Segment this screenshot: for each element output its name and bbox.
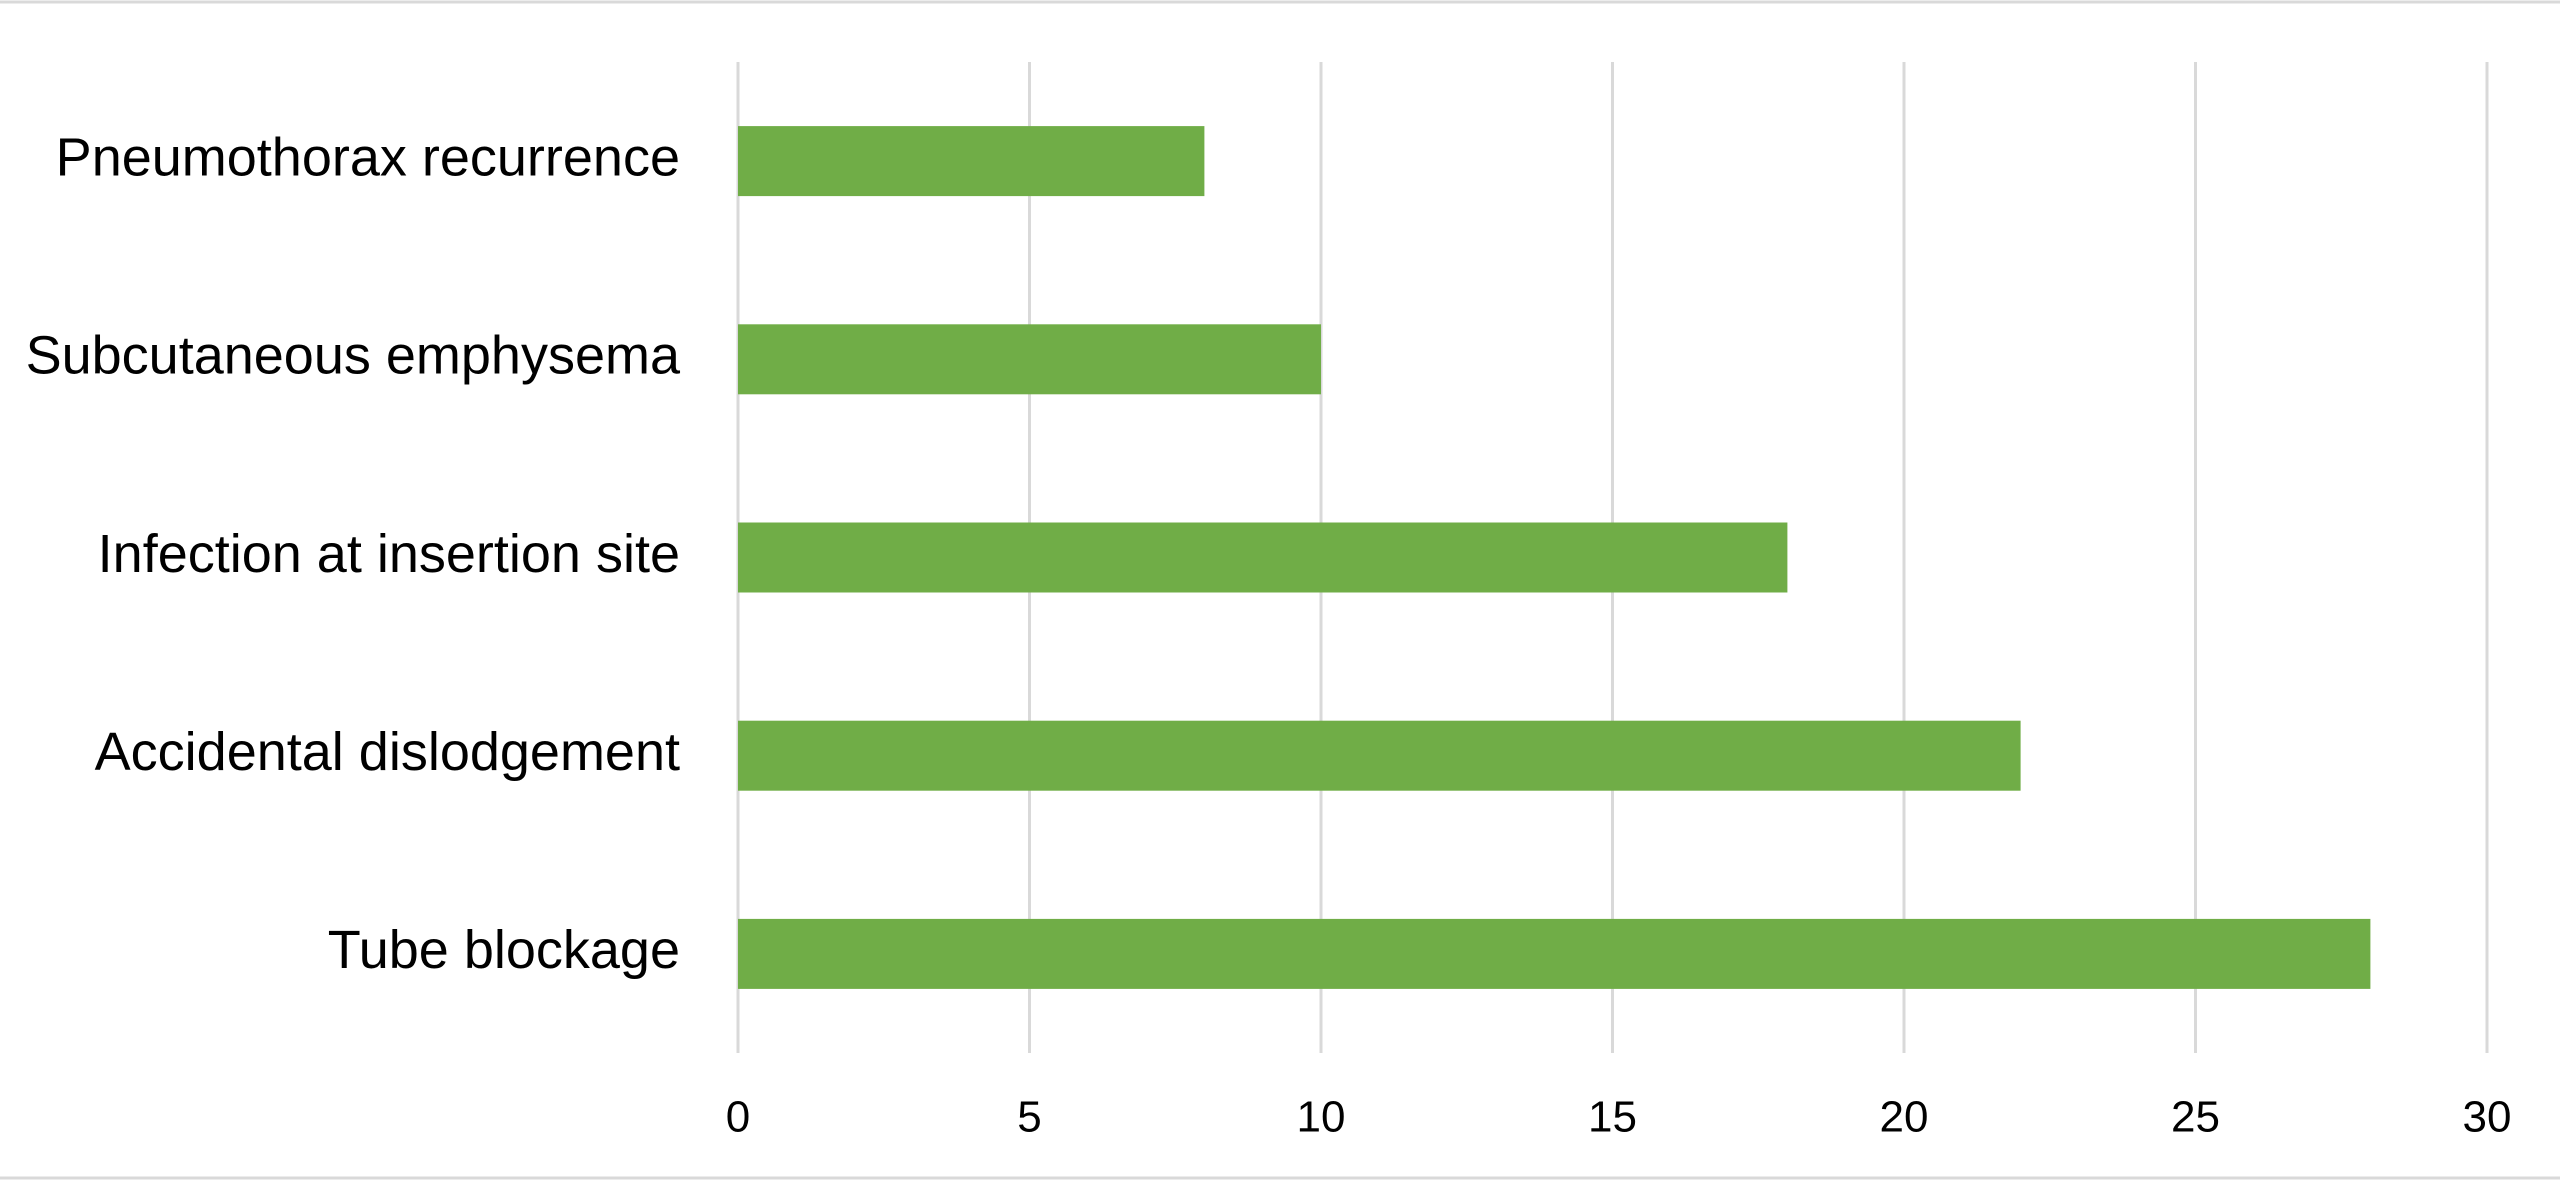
x-tick-label: 20	[1880, 1093, 1929, 1142]
y-tick-label: Infection at insertion site	[98, 524, 680, 584]
x-tick-label: 10	[1297, 1093, 1346, 1142]
bar	[738, 918, 2371, 989]
x-tick-label: 5	[1017, 1093, 1041, 1142]
bar	[738, 126, 1205, 197]
bar	[738, 720, 2021, 791]
y-tick-label: Tube blockage	[328, 920, 680, 980]
x-tick-label: 15	[1588, 1093, 1637, 1142]
bar	[738, 522, 1788, 593]
x-tick-label: 0	[726, 1093, 750, 1142]
bar	[738, 324, 1321, 395]
x-tick-label: 25	[2171, 1093, 2220, 1142]
y-tick-label: Accidental dislodgement	[95, 722, 680, 782]
y-tick-label: Subcutaneous emphysema	[26, 326, 681, 386]
x-tick-label: 30	[2463, 1093, 2512, 1142]
y-tick-label: Pneumothorax recurrence	[56, 127, 680, 187]
